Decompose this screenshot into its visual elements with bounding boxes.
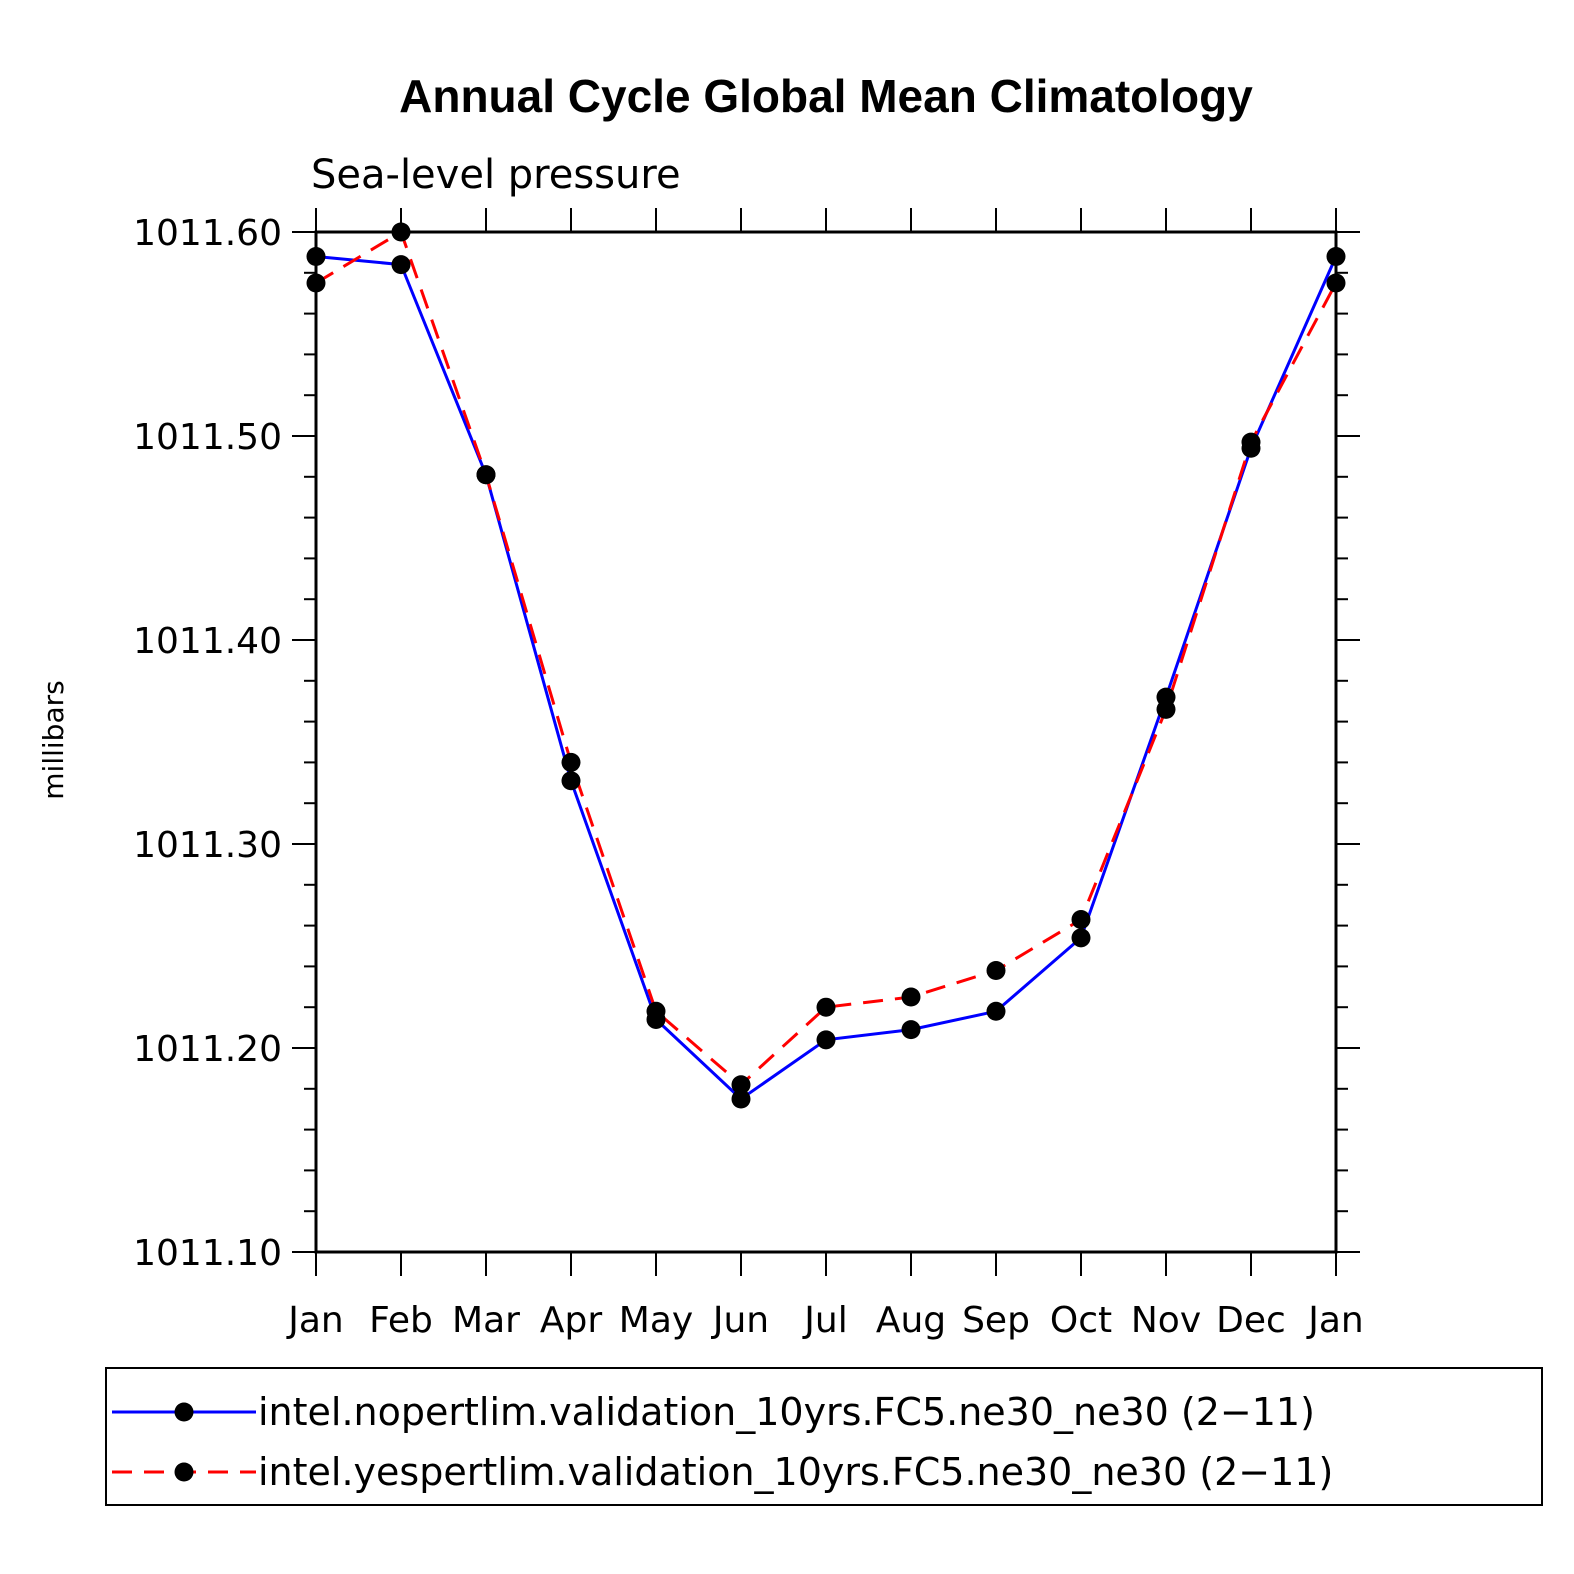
series-2-point xyxy=(1156,699,1176,719)
legend-box xyxy=(105,1367,1543,1506)
x-tick-label: Oct xyxy=(1050,1300,1112,1341)
series-2-point xyxy=(816,997,836,1017)
x-tick-label: Sep xyxy=(962,1300,1030,1341)
chart-subtitle: Sea-level pressure xyxy=(311,152,681,198)
series-2-point xyxy=(901,987,921,1007)
series-2-point xyxy=(646,1001,666,1021)
x-tick-label: Jan xyxy=(286,1300,344,1341)
series-1-point xyxy=(391,255,411,275)
series-1-point xyxy=(561,771,581,791)
series-2-point xyxy=(1071,909,1091,929)
y-tick-label: 1011.50 xyxy=(133,417,282,458)
series-1-point xyxy=(901,1020,921,1040)
y-tick-label: 1011.10 xyxy=(133,1233,282,1274)
x-tick-label: May xyxy=(619,1300,693,1341)
x-tick-label: Jul xyxy=(802,1300,847,1341)
series-1-point xyxy=(731,1089,751,1109)
y-axis-label: millibars xyxy=(37,680,70,799)
series-2-point xyxy=(561,752,581,772)
y-tick-label: 1011.40 xyxy=(133,621,282,662)
series-line-1 xyxy=(315,255,1338,1101)
legend-label-1: intel.nopertlim.validation_10yrs.FC5.ne3… xyxy=(258,1390,1315,1434)
legend-label-2: intel.yespertlim.validation_10yrs.FC5.ne… xyxy=(258,1450,1333,1494)
chart-title: Annual Cycle Global Mean Climatology xyxy=(399,70,1253,122)
series-1-point xyxy=(816,1030,836,1050)
x-tick-label: Nov xyxy=(1131,1300,1201,1341)
y-tick-label: 1011.60 xyxy=(133,213,282,254)
x-tick-label: Dec xyxy=(1216,1300,1286,1341)
legend-marker-2 xyxy=(174,1462,194,1482)
series-2-point xyxy=(731,1075,751,1095)
legend-marker-1 xyxy=(174,1402,194,1422)
series-1-point xyxy=(1071,928,1091,948)
x-tick-label: Mar xyxy=(452,1300,520,1341)
x-tick-label: Aug xyxy=(876,1300,946,1341)
x-tick-label: Jan xyxy=(1306,1300,1364,1341)
x-tick-label: Apr xyxy=(540,1300,602,1341)
x-tick-label: Feb xyxy=(369,1300,433,1341)
y-tick-label: 1011.20 xyxy=(133,1029,282,1070)
series-2-point xyxy=(1241,432,1261,452)
y-tick-label: 1011.30 xyxy=(133,825,282,866)
series-1-point xyxy=(986,1001,1006,1021)
x-tick-label: Jun xyxy=(711,1300,769,1341)
series-line-2 xyxy=(315,229,1338,1087)
plot-frame xyxy=(314,230,1338,1254)
series-2-point xyxy=(476,465,496,485)
series-2-point xyxy=(986,960,1006,980)
series-layer xyxy=(306,222,1346,1109)
axis-ticks: 1011.10 1011.20 1011.30 1011.40 1011.50 1011.… xyxy=(133,208,1364,1341)
legend: intel.nopertlim.validation_10yrs.FC5.ne3… xyxy=(105,1367,1543,1506)
